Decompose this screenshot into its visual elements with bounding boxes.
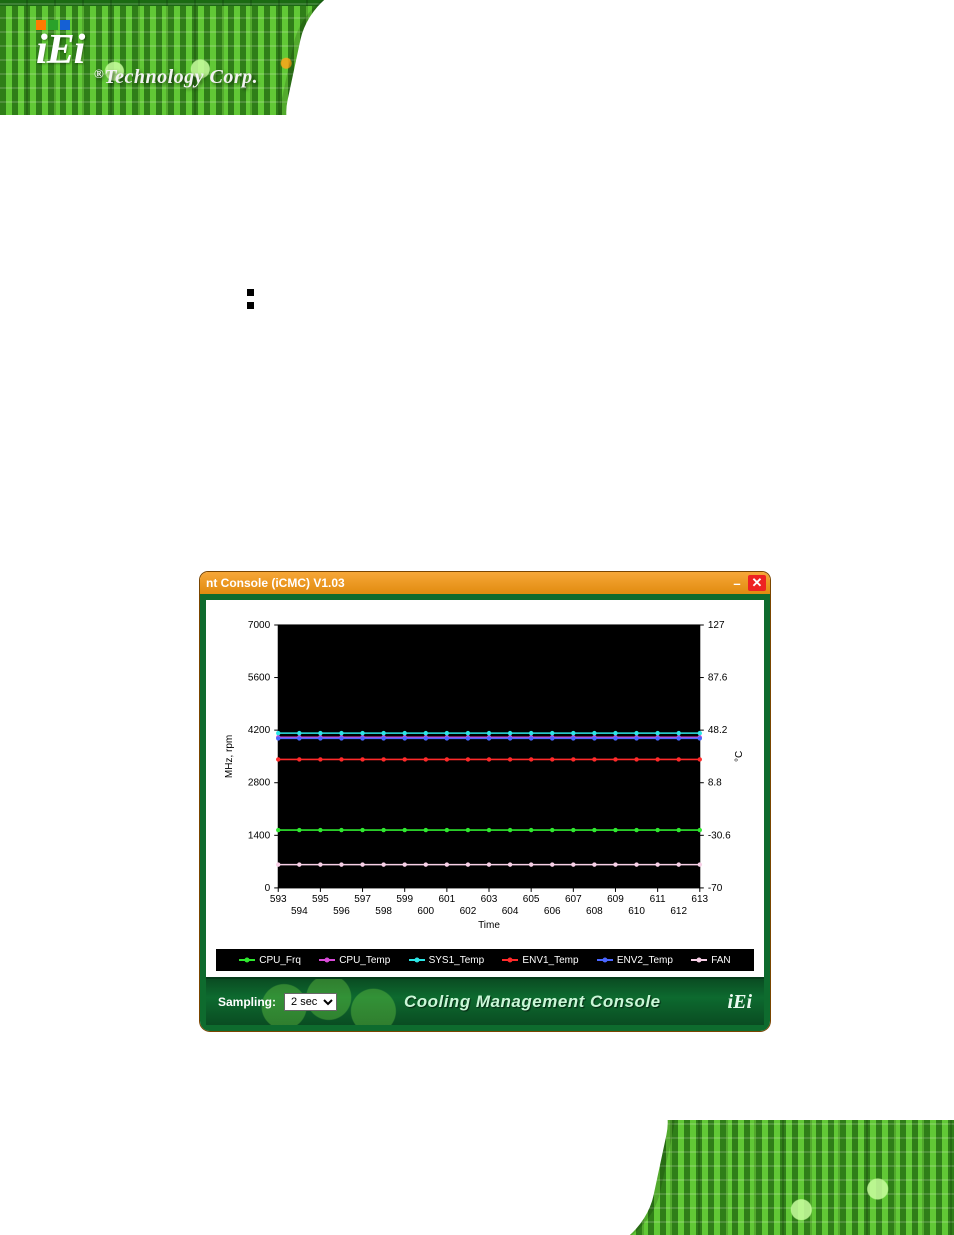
console-title: Cooling Management Console [345,992,720,1012]
svg-text:608: 608 [586,906,603,917]
brand-logo: iEi ®Technology Corp. [36,20,258,89]
svg-text:MHz, rpm: MHz, rpm [224,735,235,778]
svg-text:4200: 4200 [248,725,271,736]
svg-text:0: 0 [265,883,271,894]
logo-tagline-text: Technology Corp. [104,66,258,88]
svg-text:596: 596 [333,906,350,917]
svg-text:87.6: 87.6 [708,673,728,684]
svg-text:602: 602 [460,906,477,917]
legend-swatch [409,959,425,961]
svg-text:593: 593 [270,894,287,905]
svg-text:48.2: 48.2 [708,725,728,736]
sampling-label: Sampling: [218,995,276,1009]
legend-swatch [597,959,613,961]
svg-text:1400: 1400 [248,830,271,841]
svg-text:5600: 5600 [248,673,271,684]
svg-text:613: 613 [691,894,708,905]
legend-item: ENV1_Temp [502,955,578,966]
svg-text:598: 598 [375,906,392,917]
legend-label: CPU_Frq [259,955,301,966]
close-button[interactable]: ✕ [748,575,766,591]
svg-text:8.8: 8.8 [708,778,722,789]
legend-item: FAN [691,955,730,966]
legend-label: CPU_Temp [339,955,390,966]
svg-text:127: 127 [708,620,725,631]
legend-swatch [502,959,518,961]
svg-text:612: 612 [670,906,687,917]
svg-text:°C: °C [734,751,745,762]
bullet-list [247,284,269,297]
legend-swatch [691,959,707,961]
svg-text:610: 610 [628,906,645,917]
legend-swatch [239,959,255,961]
svg-text:Time: Time [478,920,500,931]
svg-text:600: 600 [417,906,434,917]
svg-text:601: 601 [438,894,455,905]
svg-text:599: 599 [396,894,413,905]
svg-text:-30.6: -30.6 [708,830,731,841]
svg-text:607: 607 [565,894,582,905]
chart-legend: CPU_Frq CPU_Temp SYS1_Temp ENV1_Temp ENV2_Te… [216,949,754,971]
svg-text:604: 604 [502,906,519,917]
icmc-window: nt Console (iCMC) V1.03 – ✕ 0 1400 2800 420… [200,572,770,1031]
svg-text:605: 605 [523,894,540,905]
svg-text:595: 595 [312,894,329,905]
chart-svg: 0 1400 2800 4200 5600 7000 -70 -30.6 8.8 48.2 87.6… [214,610,756,941]
legend-label: ENV2_Temp [617,955,673,966]
window-title: nt Console (iCMC) V1.03 [206,576,726,590]
svg-text:611: 611 [650,894,666,905]
legend-item: CPU_Temp [319,955,390,966]
window-body: 0 1400 2800 4200 5600 7000 -70 -30.6 8.8 48.2 87.6… [200,594,770,1031]
legend-label: FAN [711,955,730,966]
svg-text:609: 609 [607,894,624,905]
svg-text:606: 606 [544,906,561,917]
svg-text:-70: -70 [708,883,723,894]
window-bottom-bar: Sampling: 2 sec Cooling Management Conso… [206,977,764,1025]
svg-text:7000: 7000 [248,620,271,631]
mini-logo: iEi [728,991,752,1014]
legend-swatch [319,959,335,961]
svg-text:603: 603 [481,894,498,905]
svg-text:2800: 2800 [248,778,271,789]
chart-area: 0 1400 2800 4200 5600 7000 -70 -30.6 8.8 48.2 87.6… [206,600,764,945]
legend-label: ENV1_Temp [522,955,578,966]
registered-mark: ® [94,66,104,81]
legend-label: SYS1_Temp [429,955,485,966]
minimize-button[interactable]: – [728,575,746,591]
svg-text:594: 594 [291,906,308,917]
window-titlebar[interactable]: nt Console (iCMC) V1.03 – ✕ [200,572,770,594]
sampling-select[interactable]: 2 sec [284,993,337,1011]
legend-item: ENV2_Temp [597,955,673,966]
legend-item: CPU_Frq [239,955,301,966]
page-footer-band [0,1120,954,1235]
logo-tagline: ®Technology Corp. [94,66,258,89]
svg-text:597: 597 [354,894,371,905]
legend-item: SYS1_Temp [409,955,485,966]
